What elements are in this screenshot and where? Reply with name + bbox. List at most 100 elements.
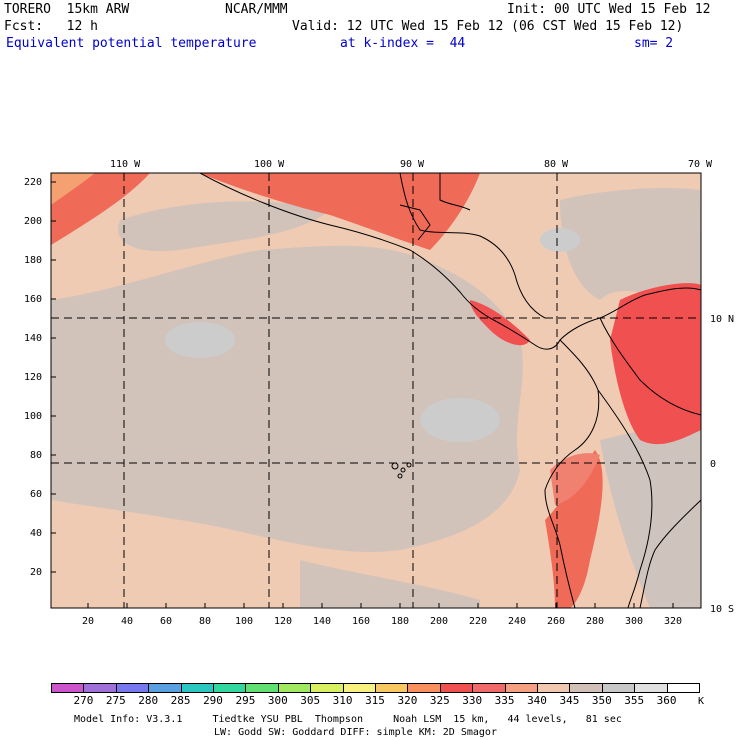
smoothing: sm= 2 <box>634 36 674 51</box>
legend-value-label: 320 <box>397 694 418 707</box>
legend-color-cell <box>472 683 506 693</box>
border-guatemala <box>399 204 431 241</box>
legend-value-label: 330 <box>462 694 483 707</box>
x-tick-label: 200 <box>430 616 449 627</box>
legend-color-cell <box>213 683 247 693</box>
y-tick-label: 140 <box>24 333 43 344</box>
grey-patch-1 <box>165 322 235 358</box>
y-tick-label: 200 <box>24 216 43 227</box>
legend-color-cell <box>504 683 538 693</box>
legend-value-label: 275 <box>105 694 126 707</box>
lon-label: 70 W <box>688 159 713 170</box>
y-tick-label: 220 <box>24 177 43 188</box>
physics-info: LW: Godd SW: Goddard DIFF: simple KM: 2D… <box>214 727 497 738</box>
lat-label: 0 <box>710 459 717 470</box>
coastline-caribbean <box>399 173 546 319</box>
legend-color-cell <box>83 683 117 693</box>
x-tick-label: 260 <box>547 616 566 627</box>
y-tick-label: 160 <box>24 294 43 305</box>
legend-value-label: 315 <box>365 694 385 707</box>
warm-band-central-america <box>200 173 480 250</box>
legend-value-label: 270 <box>73 694 94 707</box>
border-colombia <box>599 317 701 416</box>
legend-color-cell <box>601 683 636 693</box>
warm-region-andes <box>545 450 603 608</box>
legend-color-cell <box>245 683 279 693</box>
grey-region-southeast <box>600 425 701 608</box>
x-tick-label: 180 <box>391 616 410 627</box>
legend-value-label: 340 <box>527 694 547 707</box>
level-index: at k-index = 44 <box>340 36 466 51</box>
coast-east-south <box>639 499 701 608</box>
galapagos-island-4 <box>397 473 403 479</box>
lon-label: 100 W <box>254 159 285 170</box>
init-time: Init: 00 UTC Wed 15 Feb 12 <box>507 2 711 17</box>
lon-label: 90 W <box>400 159 425 170</box>
warm-corner-nw <box>51 173 150 245</box>
warmer-corner-nw <box>51 173 95 205</box>
x-tick-label: 240 <box>508 616 527 627</box>
legend-color-cell <box>439 683 474 693</box>
grey-region-south <box>300 560 480 608</box>
warm-region-ecuador <box>550 453 600 505</box>
x-tick-label: 300 <box>625 616 644 627</box>
warm-region-colombia <box>610 283 701 445</box>
border-yucatan <box>439 173 471 211</box>
map-frame <box>50 172 702 609</box>
x-tick-label: 40 <box>121 616 134 627</box>
legend-value-label: 350 <box>591 694 612 707</box>
legend-color-cell <box>407 683 441 693</box>
legend-value-label: 300 <box>267 694 288 707</box>
x-tick-label: 20 <box>82 616 95 627</box>
x-tick-label: 160 <box>352 616 371 627</box>
galapagos-island-2 <box>400 467 406 473</box>
legend-value-label: 335 <box>494 694 515 707</box>
legend-color-cell <box>180 683 214 693</box>
grey-region-central <box>51 245 523 553</box>
legend-color-cell <box>634 683 668 693</box>
y-tick-label: 100 <box>24 411 43 422</box>
x-tick-label: 320 <box>664 616 683 627</box>
y-tick-label: 40 <box>30 528 43 539</box>
lat-label: 10 S <box>710 604 735 615</box>
x-tick-label: 80 <box>199 616 212 627</box>
x-tick-label: 140 <box>313 616 332 627</box>
x-tick-label: 120 <box>274 616 293 627</box>
x-tick-label: 220 <box>469 616 488 627</box>
y-tick-label: 80 <box>30 450 43 461</box>
legend-color-cell <box>375 683 409 693</box>
x-tick-label: 100 <box>235 616 254 627</box>
legend-color-cell <box>537 683 571 693</box>
legend-value-label: 290 <box>203 694 223 707</box>
lon-label: 110 W <box>110 159 141 170</box>
grey-patch-2 <box>420 398 500 442</box>
legend-color-cell <box>277 683 312 693</box>
model-info: Model Info: V3.3.1 Tiedtke YSU PBL Thomp… <box>74 714 622 725</box>
x-tick-label: 280 <box>586 616 605 627</box>
legend-color-cell <box>310 683 344 693</box>
legend-value-label: 325 <box>429 694 450 707</box>
grey-patch-3 <box>540 228 580 252</box>
legend-color-cell <box>569 683 603 693</box>
y-tick-label: 60 <box>30 489 43 500</box>
grey-region-north <box>118 201 330 252</box>
coastline-south-america <box>544 339 600 608</box>
lat-label: 10 N <box>710 314 735 325</box>
legend-value-label: 355 <box>624 694 645 707</box>
legend-value-label: 310 <box>332 694 353 707</box>
model-title: TORERO 15km ARW <box>4 2 130 17</box>
legend-color-cell <box>51 683 85 693</box>
field-name: Equivalent potential temperature <box>6 36 257 51</box>
legend-color-cell <box>666 683 700 693</box>
legend-color-cell <box>148 683 182 693</box>
forecast-hour: Fcst: 12 h <box>4 19 98 34</box>
border-andes <box>597 389 653 608</box>
center-name: NCAR/MMM <box>225 2 288 17</box>
legend-value-label: 360 <box>656 694 677 707</box>
lon-label: 80 W <box>544 159 569 170</box>
legend-unit: K <box>698 696 705 707</box>
grey-region-east <box>560 188 701 300</box>
legend-value-label: 305 <box>300 694 321 707</box>
coastline-mexico <box>199 173 701 350</box>
